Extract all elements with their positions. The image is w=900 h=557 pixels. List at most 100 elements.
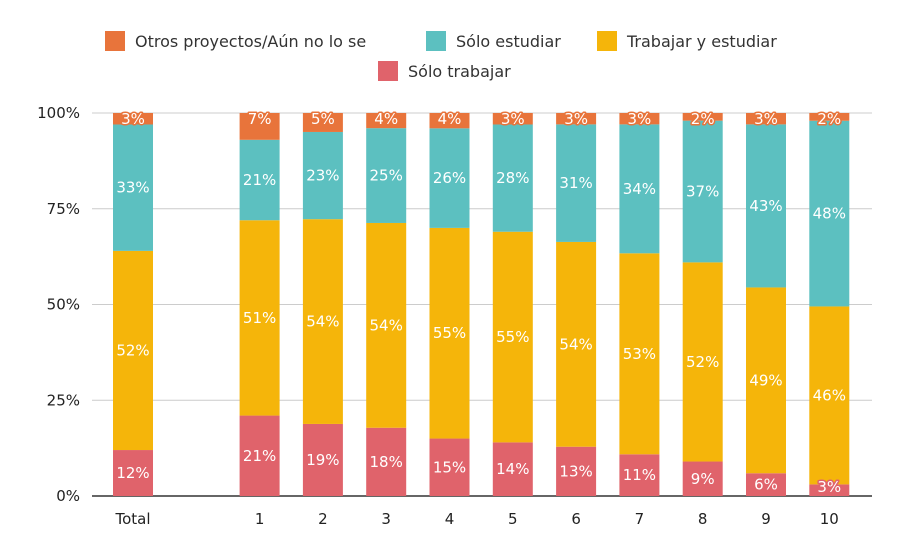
data-label: 2% xyxy=(691,110,715,128)
data-label: 5% xyxy=(311,110,335,128)
bar-segment xyxy=(746,124,786,288)
bar-segment xyxy=(746,113,786,125)
bar-segment xyxy=(556,446,597,496)
data-label: 52% xyxy=(686,353,719,371)
bar-segment xyxy=(239,415,280,496)
data-label: 9% xyxy=(691,470,715,488)
legend-label: Otros proyectos/Aún no lo se xyxy=(135,32,366,51)
data-label: 37% xyxy=(686,183,719,201)
data-label: 21% xyxy=(243,171,276,189)
x-tick-label: 3 xyxy=(381,510,391,528)
data-label: 21% xyxy=(243,447,276,465)
data-label: 52% xyxy=(116,341,149,359)
data-label: 55% xyxy=(433,324,466,342)
x-tick-label: 7 xyxy=(635,510,645,528)
data-label: 23% xyxy=(306,167,339,185)
bar-segment xyxy=(492,231,533,443)
bar-segment xyxy=(682,113,723,121)
bar-segment xyxy=(746,473,786,496)
bar-segment xyxy=(809,113,850,121)
bar-segment xyxy=(239,139,280,221)
data-label: 49% xyxy=(749,371,782,389)
bar-segment xyxy=(556,124,597,242)
data-label: 48% xyxy=(813,205,846,223)
bar-segment xyxy=(492,113,533,125)
legend-label: Trabajar y estudiar xyxy=(626,32,777,51)
legend-swatch xyxy=(597,31,617,51)
x-tick-label: 5 xyxy=(508,510,518,528)
data-label: 19% xyxy=(306,451,339,469)
bar-segment xyxy=(366,128,407,223)
bar-segment xyxy=(302,219,343,424)
data-label: 33% xyxy=(116,179,149,197)
bar-segment xyxy=(682,262,723,462)
data-label: 53% xyxy=(623,345,656,363)
data-label: 54% xyxy=(559,335,592,353)
bar-segment xyxy=(302,423,343,496)
bar-segment xyxy=(366,427,407,496)
bar-segment xyxy=(302,131,343,220)
data-label: 7% xyxy=(248,110,272,128)
bar-segment xyxy=(619,113,660,125)
data-label: 14% xyxy=(496,460,529,478)
data-label: 43% xyxy=(749,197,782,215)
data-label: 55% xyxy=(496,328,529,346)
data-label: 3% xyxy=(817,478,841,496)
bar-segment xyxy=(746,287,786,474)
data-label: 15% xyxy=(433,458,466,476)
bar-segment xyxy=(619,253,660,455)
x-tick-label: Total xyxy=(114,510,150,528)
data-label: 3% xyxy=(628,110,652,128)
data-label: 54% xyxy=(370,316,403,334)
x-tick-label: 9 xyxy=(761,510,771,528)
bar-segment xyxy=(113,124,153,251)
data-label: 13% xyxy=(559,462,592,480)
bar-segment xyxy=(429,128,470,228)
bar-segment xyxy=(113,250,153,451)
bar-segment xyxy=(113,113,153,125)
data-label: 18% xyxy=(370,453,403,471)
data-label: 4% xyxy=(438,110,462,128)
data-label: 28% xyxy=(496,169,529,187)
legend-label: Sólo estudiar xyxy=(456,32,561,51)
data-label: 11% xyxy=(623,466,656,484)
data-label: 34% xyxy=(623,180,656,198)
bar-segment xyxy=(429,113,470,129)
legend-swatch xyxy=(426,31,446,51)
data-label: 25% xyxy=(370,167,403,185)
data-label: 3% xyxy=(754,110,778,128)
data-label: 6% xyxy=(754,476,778,494)
bar-segment xyxy=(239,220,280,416)
bar-segment xyxy=(556,241,597,447)
bar-segment xyxy=(113,450,153,496)
legend-swatch xyxy=(105,31,125,51)
x-tick-label: 1 xyxy=(255,510,265,528)
legend-swatch xyxy=(378,61,398,81)
y-tick-label: 0% xyxy=(56,487,80,505)
bar-segment xyxy=(682,120,723,263)
bar-segment xyxy=(429,227,470,439)
legend-label: Sólo trabajar xyxy=(408,62,511,81)
data-label: 12% xyxy=(116,464,149,482)
y-tick-label: 25% xyxy=(47,391,80,409)
x-tick-label: 4 xyxy=(445,510,455,528)
data-label: 2% xyxy=(817,110,841,128)
y-tick-label: 75% xyxy=(47,200,80,218)
bar-segment xyxy=(556,113,597,125)
data-label: 26% xyxy=(433,169,466,187)
data-label: 4% xyxy=(374,110,398,128)
x-tick-label: 8 xyxy=(698,510,708,528)
bar-segment xyxy=(809,306,850,485)
data-label: 31% xyxy=(559,174,592,192)
bar-segment xyxy=(366,113,407,129)
bar-segment xyxy=(239,113,280,140)
x-tick-label: 2 xyxy=(318,510,328,528)
x-tick-label: 10 xyxy=(820,510,839,528)
bar-segment xyxy=(619,454,660,496)
x-tick-label: 6 xyxy=(571,510,581,528)
bar-segment xyxy=(492,442,533,496)
bar-segment xyxy=(809,484,850,496)
bar-segment xyxy=(366,222,407,428)
bar-segment xyxy=(492,124,533,232)
